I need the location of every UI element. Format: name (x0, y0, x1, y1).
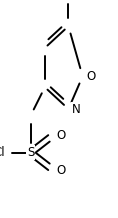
Text: S: S (27, 146, 34, 159)
Text: O: O (86, 70, 95, 83)
Text: N: N (72, 102, 81, 116)
Text: O: O (57, 129, 66, 142)
Text: O: O (57, 164, 66, 177)
Text: Cl: Cl (0, 146, 5, 159)
